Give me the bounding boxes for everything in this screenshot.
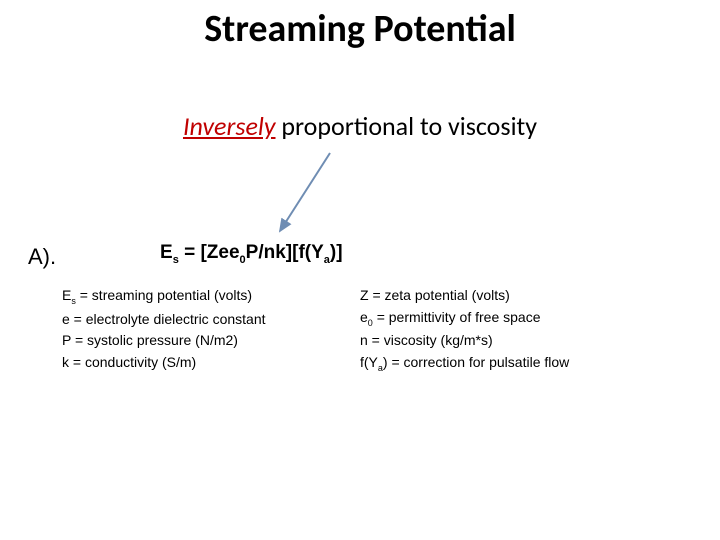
def-text: k = conductivity (S/m)	[62, 354, 196, 370]
def-row: k = conductivity (S/m)	[62, 352, 332, 374]
def-text: P = systolic pressure (N/m2)	[62, 332, 238, 348]
def-row: P = systolic pressure (N/m2)	[62, 330, 332, 352]
def-sym: E	[62, 287, 71, 303]
definitions-right: Z = zeta potential (volts) e0 = permitti…	[360, 285, 660, 376]
annotation-arrow	[260, 145, 380, 245]
def-text: ) = correction for pulsatile flow	[383, 354, 569, 370]
def-text: n = viscosity (kg/m*s)	[360, 332, 493, 348]
page-title: Streaming Potential	[0, 6, 720, 52]
def-row: e0 = permittivity of free space	[360, 307, 660, 331]
eq-eq: = [Zee	[179, 242, 240, 263]
panel-label: A).	[28, 244, 56, 270]
def-row: Z = zeta potential (volts)	[360, 285, 660, 307]
eq-tail: )]	[330, 242, 343, 263]
eq-lhs-sym: E	[160, 242, 173, 263]
subtitle: Inversely proportional to viscosity	[0, 110, 720, 142]
def-row: Es = streaming potential (volts)	[62, 285, 332, 309]
subtitle-rest: proportional to viscosity	[276, 110, 538, 142]
def-row: n = viscosity (kg/m*s)	[360, 330, 660, 352]
definitions-left: Es = streaming potential (volts) e = ele…	[62, 285, 332, 374]
def-text: e = electrolyte dielectric constant	[62, 311, 266, 327]
def-text: Z = zeta potential (volts)	[360, 287, 510, 303]
def-text: = permittivity of free space	[373, 309, 541, 325]
eq-after-mid: P/nk][f(Y	[246, 242, 324, 263]
arrow-icon	[260, 145, 380, 245]
equation: Es = [Zee0P/nk][f(Ya)]	[160, 242, 343, 266]
def-row: e = electrolyte dielectric constant	[62, 309, 332, 331]
def-row: f(Ya) = correction for pulsatile flow	[360, 352, 660, 376]
def-sym: e	[360, 309, 368, 325]
def-text: = streaming potential (volts)	[76, 287, 252, 303]
subtitle-inversely: Inversely	[183, 110, 276, 142]
def-pre: f(Y	[360, 354, 378, 370]
